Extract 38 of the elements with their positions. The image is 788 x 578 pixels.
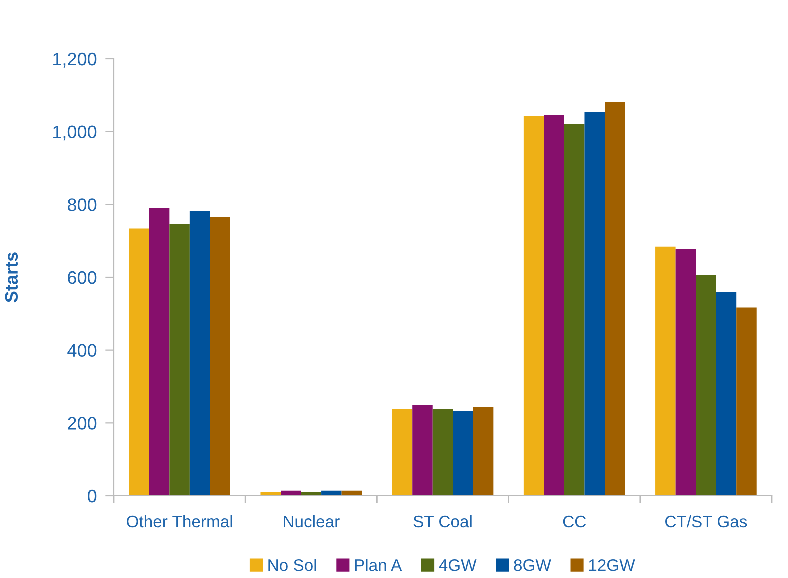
bar — [605, 102, 626, 496]
legend-label: 8GW — [514, 560, 552, 572]
bar — [524, 116, 544, 496]
x-tick-label: CT/ST Gas — [666, 515, 748, 528]
bar — [432, 408, 454, 496]
bar — [656, 246, 676, 496]
x-tick-label: CC — [563, 516, 586, 528]
bar — [129, 228, 150, 496]
y-tick-label: 600 — [68, 271, 97, 284]
y-tick-label: 200 — [68, 417, 97, 430]
legend-label: No Sol — [268, 559, 316, 572]
bar — [544, 115, 564, 496]
bar — [453, 411, 474, 496]
bar — [473, 407, 494, 496]
bar — [584, 112, 605, 496]
bar — [210, 217, 230, 496]
legend-label: Plan A — [355, 559, 402, 572]
x-tick-label: ST Coal — [414, 515, 472, 528]
bar — [676, 249, 696, 496]
y-tick-label: 1,200 — [54, 52, 97, 68]
bar — [412, 404, 433, 496]
bar — [190, 211, 210, 496]
bar — [696, 275, 716, 496]
legend-label: 12GW — [589, 560, 636, 572]
bar — [149, 208, 170, 496]
bar — [736, 308, 757, 496]
y-tick-label: 400 — [68, 344, 97, 358]
bar — [716, 292, 737, 496]
x-tick-label: Nuclear — [284, 515, 340, 528]
bar — [564, 124, 585, 496]
y-tick-label: 800 — [68, 198, 97, 212]
y-tick-label: 1,000 — [54, 126, 97, 141]
y-tick-label: 0 — [88, 490, 97, 503]
y-axis-title: Starts — [5, 252, 18, 303]
bar — [170, 224, 190, 496]
legend-label: 4GW — [439, 560, 477, 572]
x-tick-label: Other Thermal — [127, 515, 232, 528]
bar — [392, 408, 413, 496]
